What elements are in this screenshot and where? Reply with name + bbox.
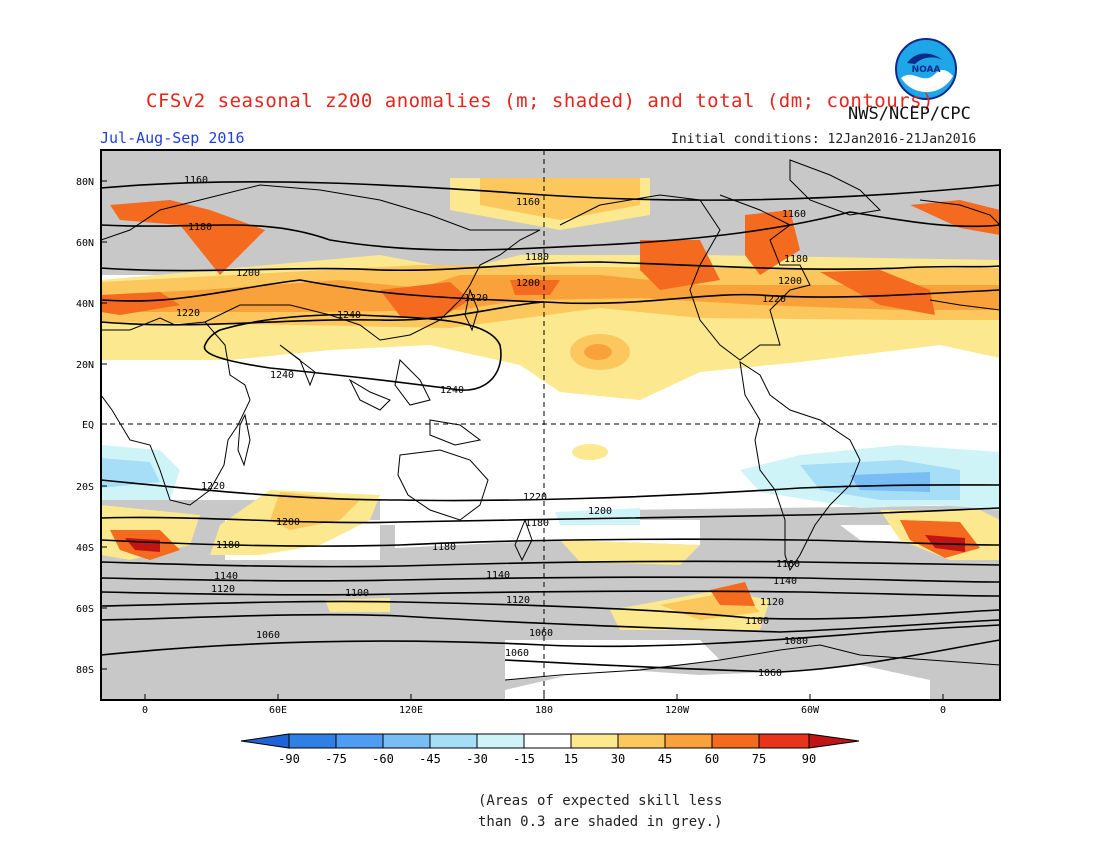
- contour-label: 1060: [758, 668, 782, 679]
- season-label: Jul-Aug-Sep 2016: [100, 129, 245, 147]
- contour-label: 1200: [588, 506, 612, 517]
- contour-label: 1200: [516, 278, 540, 289]
- contour-label: 1200: [276, 517, 300, 528]
- initial-conditions-label: Initial conditions: 12Jan2016-21Jan2016: [671, 132, 977, 147]
- colorbar-swatch: [570, 733, 619, 749]
- contour-label: 1180: [525, 518, 549, 529]
- latitude-labels: 80N 60N 40N 20N EQ 20S 40S 60S 80S: [76, 177, 94, 676]
- lon-label: 60W: [801, 705, 820, 716]
- contour-label: 1180: [784, 254, 808, 265]
- contour-label: 1220: [523, 492, 547, 503]
- contour-label: 1240: [440, 385, 464, 396]
- chart-title: CFSv2 seasonal z200 anomalies (m; shaded…: [146, 90, 934, 112]
- contour-label: 1060: [256, 630, 280, 641]
- lat-label: 60S: [76, 604, 94, 615]
- lat-label: 20S: [76, 482, 94, 493]
- colorbar-swatch: [617, 733, 666, 749]
- colorbar: [240, 733, 860, 749]
- footnote: (Areas of expected skill less than 0.3 a…: [478, 791, 722, 833]
- colorbar-label: -15: [513, 752, 535, 766]
- contour-label: 1140: [486, 570, 510, 581]
- axis-ticks: [101, 180, 944, 700]
- colorbar-left-arrow: [240, 733, 290, 749]
- contour-label: 1180: [525, 252, 549, 263]
- colorbar-label: 30: [611, 752, 625, 766]
- contour-label: 1160: [782, 209, 806, 220]
- colorbar-swatch: [429, 733, 478, 749]
- contour-label: 1200: [236, 268, 260, 279]
- contour-label: 1120: [211, 584, 235, 595]
- contour-label: 1140: [773, 576, 797, 587]
- colorbar-swatch: [476, 733, 525, 749]
- lon-label: 180: [535, 705, 553, 716]
- colorbar-label: -60: [372, 752, 394, 766]
- colorbar-labels: -90 -75 -60 -45 -30 -15 15 30 45 60 75 9…: [278, 752, 816, 766]
- lon-label: 120E: [399, 705, 423, 716]
- lon-label: 120W: [665, 705, 690, 716]
- longitude-labels: 0 60E 120E 180 120W 60W 0: [142, 705, 946, 716]
- colorbar-label: -30: [466, 752, 488, 766]
- lat-label: 40S: [76, 543, 94, 554]
- colorbar-swatch: [523, 733, 572, 749]
- colorbar-swatch: [335, 733, 384, 749]
- lat-label: EQ: [82, 420, 94, 431]
- lat-label: 80S: [76, 665, 94, 676]
- colorbar-label: 75: [752, 752, 766, 766]
- height-contours: [101, 181, 1000, 673]
- contour-label: 1160: [776, 559, 800, 570]
- colorbar-swatch: [758, 733, 810, 749]
- contour-label: 1180: [188, 222, 212, 233]
- contour-label: 1220: [176, 308, 200, 319]
- colorbar-label: 90: [802, 752, 816, 766]
- contour-label: 1220: [464, 293, 488, 304]
- footnote-line: (Areas of expected skill less: [478, 793, 723, 809]
- map-frame: [100, 149, 1001, 701]
- logo-text: NOAA: [912, 65, 941, 75]
- colorbar-right-arrow: [808, 733, 860, 749]
- contour-label: 1160: [184, 175, 208, 186]
- colorbar-label: -75: [325, 752, 347, 766]
- noaa-logo-icon: NOAA: [895, 38, 957, 100]
- footnote-line: than 0.3 are shaded in grey.): [478, 814, 723, 830]
- organization-label: NWS/NCEP/CPC: [848, 104, 971, 124]
- contour-label: 1100: [345, 588, 369, 599]
- colorbar-swatch: [664, 733, 713, 749]
- contour-label: 1180: [216, 540, 240, 551]
- contour-label: 1060: [529, 628, 553, 639]
- contour-label: 1220: [201, 481, 225, 492]
- contour-label: 1240: [337, 310, 361, 321]
- contour-label: 1220: [762, 294, 786, 305]
- contour-label: 1140: [214, 571, 238, 582]
- contour-label: 1240: [270, 370, 294, 381]
- colorbar-label: 60: [705, 752, 719, 766]
- lon-label: 60E: [269, 705, 287, 716]
- lat-label: 60N: [76, 238, 94, 249]
- colorbar-swatch: [711, 733, 760, 749]
- lat-label: 20N: [76, 360, 94, 371]
- lon-label: 0: [142, 705, 148, 716]
- contour-label: 1160: [516, 197, 540, 208]
- colorbar-label: -90: [278, 752, 300, 766]
- contour-label: 1080: [784, 636, 808, 647]
- colorbar-label: 15: [564, 752, 578, 766]
- contour-label: 1120: [506, 595, 530, 606]
- contour-label: 1100: [745, 616, 769, 627]
- colorbar-label: -45: [419, 752, 441, 766]
- lat-label: 80N: [76, 177, 94, 188]
- contour-label: 1180: [432, 542, 456, 553]
- colorbar-swatch: [288, 733, 337, 749]
- lat-label: 40N: [76, 299, 94, 310]
- colorbar-label: 45: [658, 752, 672, 766]
- colorbar-swatch: [382, 733, 431, 749]
- contour-label: 1060: [505, 648, 529, 659]
- contour-labels: 1160 1180 1200 1220 1240 1240 1240 1240 …: [176, 175, 808, 679]
- contour-label: 1120: [760, 597, 784, 608]
- contour-label: 1200: [778, 276, 802, 287]
- lon-label: 0: [940, 705, 946, 716]
